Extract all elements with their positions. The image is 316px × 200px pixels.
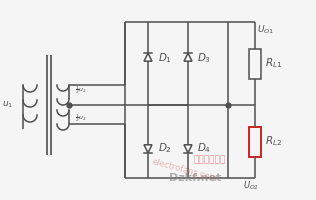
Bar <box>249 48 261 78</box>
Text: $\frac{1}{2}u_2$: $\frac{1}{2}u_2$ <box>75 84 87 96</box>
Text: $R_{L1}$: $R_{L1}$ <box>265 57 282 70</box>
Text: $D_1$: $D_1$ <box>158 51 172 65</box>
Text: $D_3$: $D_3$ <box>197 51 211 65</box>
Text: Dzkf.net: Dzkf.net <box>169 173 221 183</box>
Text: $U_{O1}$: $U_{O1}$ <box>257 24 274 36</box>
Text: $U_{O2}$: $U_{O2}$ <box>243 180 259 192</box>
Text: $D_4$: $D_4$ <box>197 141 211 155</box>
Text: electrofans.com: electrofans.com <box>151 157 219 183</box>
Text: 电子开发社区: 电子开发社区 <box>194 156 226 164</box>
Text: $u_1$: $u_1$ <box>3 100 14 110</box>
Bar <box>249 127 261 156</box>
Text: $\frac{1}{2}u_2$: $\frac{1}{2}u_2$ <box>75 112 87 124</box>
Text: $D_2$: $D_2$ <box>158 141 172 155</box>
Text: $R_{L2}$: $R_{L2}$ <box>265 135 282 148</box>
